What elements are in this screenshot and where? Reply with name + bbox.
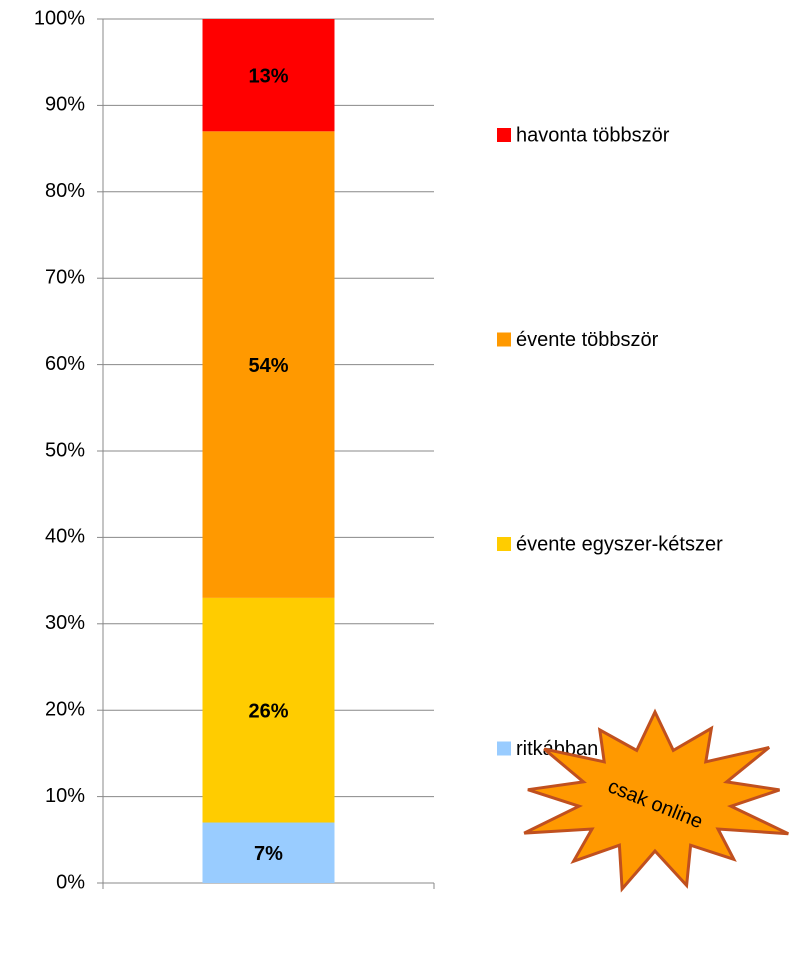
bar-segment bbox=[202, 597, 335, 823]
y-tick-label: 30% bbox=[45, 612, 85, 634]
data-label: 7% bbox=[254, 843, 283, 865]
bar-segment bbox=[202, 19, 335, 132]
legend-label: havonta többször bbox=[516, 124, 670, 146]
y-tick-label: 60% bbox=[45, 353, 85, 375]
y-tick-label: 40% bbox=[45, 526, 85, 548]
y-tick-label: 70% bbox=[45, 266, 85, 288]
bar-segment bbox=[202, 822, 335, 883]
y-tick-label: 80% bbox=[45, 180, 85, 202]
legend-swatch bbox=[497, 128, 511, 142]
legend-label: évente egyszer-kétszer bbox=[516, 533, 723, 555]
data-label: 54% bbox=[248, 355, 288, 377]
y-tick-label: 90% bbox=[45, 94, 85, 116]
bar-segment bbox=[202, 131, 335, 598]
y-tick-label: 0% bbox=[56, 871, 85, 893]
data-label: 13% bbox=[248, 65, 288, 87]
legend-swatch bbox=[497, 537, 511, 551]
y-tick-label: 10% bbox=[45, 785, 85, 807]
y-tick-label: 50% bbox=[45, 439, 85, 461]
legend-swatch bbox=[497, 332, 511, 347]
legend-label: ritkábban bbox=[516, 738, 598, 760]
data-label: 26% bbox=[248, 700, 288, 722]
starburst bbox=[523, 708, 789, 893]
y-tick-label: 20% bbox=[45, 698, 85, 720]
legend-swatch bbox=[497, 741, 511, 756]
y-tick-label: 100% bbox=[34, 7, 85, 29]
legend-label: évente többször bbox=[516, 329, 659, 351]
